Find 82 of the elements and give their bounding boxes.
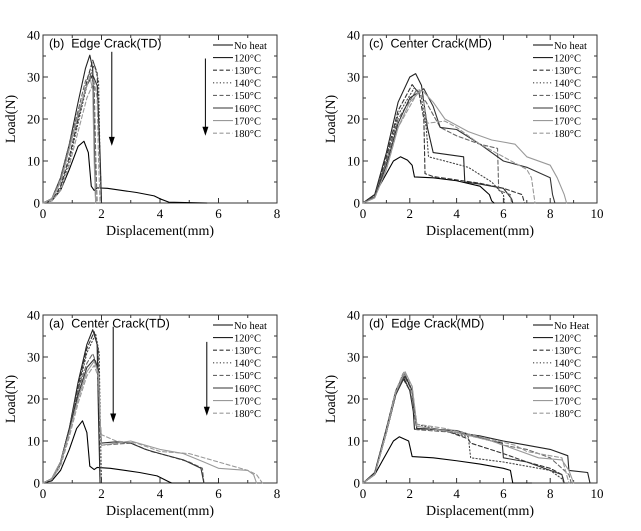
y-tick-label: 40 (27, 28, 40, 42)
x-tick-label: 4 (156, 486, 164, 501)
chart-title: (c) Center Crack(MD) (369, 36, 492, 50)
x-tick-label: 8 (274, 206, 280, 221)
legend-label: 160°C (554, 384, 581, 395)
y-tick-label: 20 (27, 112, 40, 126)
y-tick-label: 20 (347, 112, 360, 126)
legend-label: 120°C (554, 53, 581, 64)
x-tick-label: 2 (98, 486, 105, 501)
y-tick-label: 20 (347, 392, 360, 406)
legend-label: 130°C (234, 346, 261, 357)
y-tick-label: 10 (27, 154, 40, 168)
x-axis-title: Displacement(mm) (106, 504, 214, 519)
y-tick-label: 30 (347, 70, 360, 84)
legend-label: 170°C (234, 116, 261, 128)
y-tick-label: 10 (347, 154, 360, 168)
y-tick-label: 0 (354, 196, 360, 210)
x-axis-title: Displacement(mm) (106, 224, 214, 239)
chart-title: (d) Edge Crack(MD) (369, 316, 484, 330)
legend-label: 150°C (554, 371, 581, 382)
x-tick-label: 8 (546, 486, 554, 501)
legend-label: 160°C (554, 104, 581, 115)
y-tick-label: 0 (354, 476, 360, 490)
x-tick-label: 10 (590, 206, 604, 221)
legend-label: 150°C (554, 91, 581, 102)
x-tick-label: 2 (406, 206, 414, 221)
x-tick-label: 4 (156, 206, 164, 221)
y-tick-label: 40 (347, 308, 360, 322)
y-tick-label: 10 (27, 434, 40, 448)
y-axis-title: Load(N) (4, 94, 19, 144)
x-tick-label: 8 (274, 486, 280, 501)
legend-label: 160°C (234, 384, 261, 395)
x-tick-label: 6 (500, 206, 508, 221)
y-tick-label: 40 (347, 28, 360, 42)
legend-label: No heat (234, 40, 268, 52)
legend-label: No Heat (554, 320, 590, 332)
legend-label: No heat (234, 320, 268, 332)
x-tick-label: 6 (215, 206, 222, 221)
legend-label: 180°C (554, 129, 581, 140)
y-axis-title: Load(N) (4, 374, 19, 424)
legend-label: 160°C (234, 104, 261, 115)
legend-label: 120°C (554, 333, 581, 344)
x-tick-label: 4 (453, 486, 460, 501)
x-tick-label: 8 (546, 206, 554, 221)
legend-label: 140°C (234, 78, 261, 90)
legend-label: 120°C (234, 333, 261, 344)
legend-label: 180°C (234, 129, 261, 140)
y-tick-label: 30 (27, 350, 40, 364)
y-tick-label: 10 (347, 434, 360, 448)
y-tick-label: 30 (27, 70, 40, 84)
x-tick-label: 2 (98, 206, 105, 221)
legend-label: 130°C (234, 66, 261, 77)
legend-label: 130°C (554, 66, 581, 77)
chart-title: (a) Center Crack(TD) (49, 316, 170, 330)
legend-label: 130°C (554, 346, 581, 357)
legend-label: 140°C (554, 78, 581, 90)
y-tick-label: 0 (34, 476, 40, 490)
x-tick-label: 10 (590, 486, 604, 501)
x-axis-title: Displacement(mm) (426, 504, 534, 519)
y-tick-label: 40 (27, 308, 40, 322)
chart-title: (b) Edge Crack(TD) (49, 36, 162, 50)
x-tick-label: 4 (453, 206, 460, 221)
x-tick-label: 6 (500, 486, 508, 501)
legend-label: 170°C (234, 396, 261, 408)
y-axis-title: Load(N) (324, 94, 339, 144)
legend-label: 150°C (234, 371, 261, 382)
legend-label: 180°C (234, 409, 261, 420)
legend-label: No heat (554, 40, 588, 52)
y-tick-label: 20 (27, 392, 40, 406)
y-axis-title: Load(N) (324, 374, 339, 424)
legend-label: 140°C (554, 358, 581, 370)
legend-label: 120°C (234, 53, 261, 64)
x-tick-label: 2 (406, 486, 414, 501)
legend-label: 140°C (234, 358, 261, 370)
x-axis-title: Displacement(mm) (426, 224, 534, 239)
legend-label: 150°C (234, 91, 261, 102)
legend-label: 170°C (554, 396, 581, 408)
y-tick-label: 0 (34, 196, 40, 210)
legend-label: 180°C (554, 409, 581, 420)
x-tick-label: 6 (215, 486, 222, 501)
y-tick-label: 30 (347, 350, 360, 364)
legend-label: 170°C (554, 116, 581, 128)
